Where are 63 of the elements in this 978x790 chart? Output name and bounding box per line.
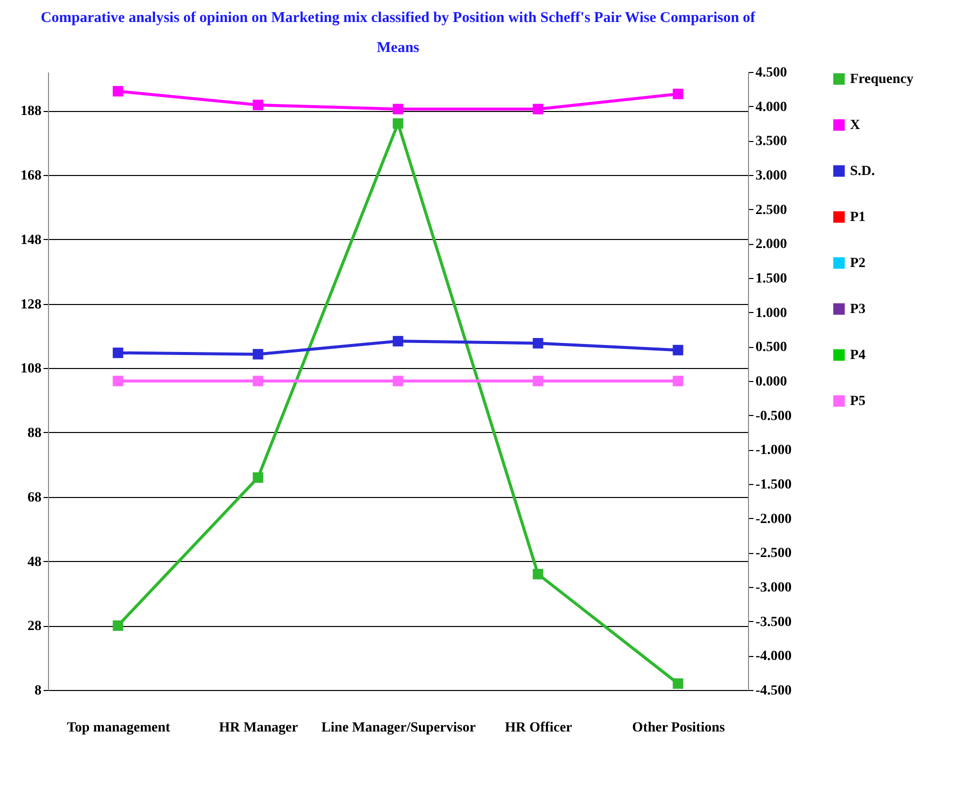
y2-tick-label: -4.000: [756, 649, 792, 664]
point: [532, 338, 544, 348]
y2-tick-label: -4.500: [756, 684, 792, 698]
y-tick-label: 148: [20, 232, 42, 248]
legend-label: S.D.: [850, 164, 875, 179]
point: [112, 376, 124, 386]
x-tick-label: HR Officer: [504, 720, 572, 736]
point: [392, 104, 404, 114]
point: [252, 100, 264, 110]
y-tick-label: 108: [20, 362, 42, 377]
point: [112, 86, 124, 96]
legend-label: P3: [850, 302, 866, 317]
y2-tick-label: 3.000: [756, 168, 787, 184]
y-tick-label: 48: [28, 554, 42, 570]
y-tick-label: 28: [28, 619, 42, 634]
point: [392, 118, 404, 129]
y2-tick-label: 4.000: [756, 100, 787, 115]
legend-label: P2: [850, 256, 866, 271]
point: [672, 678, 684, 689]
y-tick-label: 88: [28, 426, 42, 441]
point: [392, 336, 404, 346]
y2-tick-label: -2.000: [756, 512, 792, 527]
point: [672, 344, 684, 356]
point: [112, 620, 124, 631]
y2-tick-label: -1.500: [756, 478, 792, 492]
y2-tick-label: 1.000: [756, 306, 787, 321]
y2-tick-label: -3.000: [756, 580, 792, 596]
y2-tick-label: -2.500: [756, 546, 792, 562]
y2-tick-label: 4.500: [756, 66, 787, 80]
legend-label: P1: [850, 210, 866, 225]
y2-tick-label: 1.500: [756, 272, 787, 286]
x-tick-label: Other Positions: [632, 720, 726, 736]
legend-label: X: [850, 118, 860, 133]
y-tick-label: 168: [20, 168, 42, 184]
point: [672, 376, 684, 386]
y2-tick-label: -3.500: [756, 614, 792, 630]
point: [252, 472, 264, 483]
legend-label: P4: [850, 348, 866, 363]
y2-tick-label: -1.000: [756, 443, 792, 458]
y2-tick-label: 2.500: [756, 202, 787, 218]
y2-tick-label: -0.500: [756, 408, 792, 424]
point: [252, 348, 264, 360]
point: [532, 104, 544, 114]
y2-tick-label: 2.000: [756, 237, 787, 252]
y-tick-label: 8: [34, 684, 42, 698]
point: [532, 376, 544, 386]
y2-tick-label: 0.000: [756, 374, 787, 390]
legend-label: Frequency: [850, 72, 914, 87]
point: [392, 376, 404, 386]
point: [112, 348, 124, 358]
y-tick-label: 188: [20, 104, 42, 120]
y2-tick-label: 0.500: [756, 340, 787, 356]
y2-tick-label: 3.500: [756, 134, 787, 150]
y-tick-label: 68: [28, 490, 42, 506]
x-tick-label: Line Manager/Supervisor: [321, 720, 476, 736]
y-tick-label: 128: [20, 297, 42, 312]
point: [532, 568, 544, 580]
point: [672, 88, 684, 100]
legend-label: P5: [850, 394, 866, 409]
x-tick-label: HR Manager: [219, 720, 298, 736]
x-tick-label: Top management: [66, 720, 170, 736]
chart-title: Comparative analysis of opinion on Marketing mix classified by Position with Scheff's Pair Wise Comparison of Means: [40, 10, 756, 56]
point: [252, 376, 264, 386]
